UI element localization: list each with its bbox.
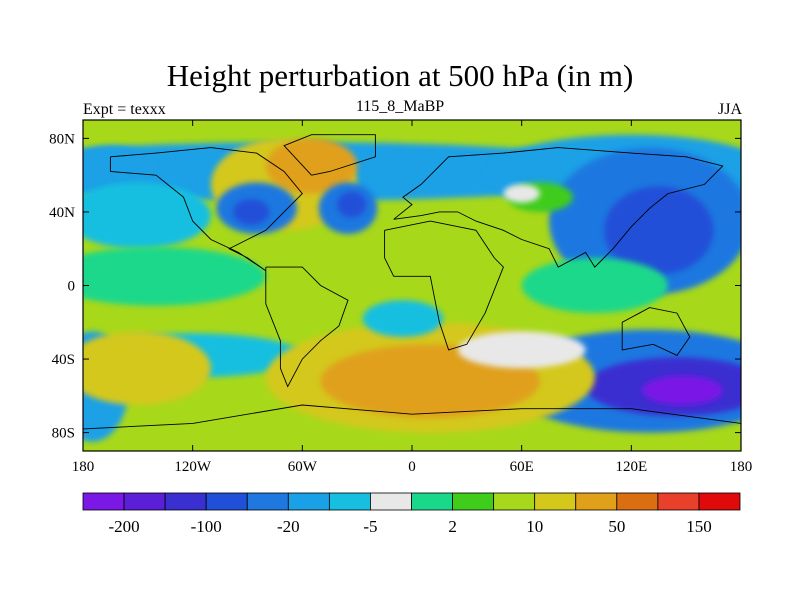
y-tick-label: 80N	[49, 131, 75, 147]
colorbar-label: -200	[108, 517, 139, 536]
colorbar-label: -100	[191, 517, 222, 536]
north-america-high-core	[265, 138, 358, 194]
y-tick-label: 40S	[52, 352, 75, 368]
equatorial-atlantic-low	[362, 300, 444, 337]
coast-australia	[621, 307, 691, 356]
colorbar-label: -20	[277, 517, 300, 536]
colorbar-swatch	[657, 492, 700, 511]
x-axis: 180 120W 60W 0 60E 120E 180	[72, 120, 753, 475]
chart-title: Height perturbation at 500 hPa (in m)	[166, 58, 634, 93]
season-label: JJA	[717, 101, 742, 118]
atlantic-low-north-core	[337, 191, 367, 218]
x-tick-label: 0	[408, 459, 416, 475]
colorbar-label: -5	[363, 517, 377, 536]
colorbar-swatch	[328, 492, 371, 511]
run-label: 115_8_MaBP	[355, 98, 445, 115]
colorbar-swatch	[370, 492, 412, 511]
colorbar-swatch	[205, 492, 248, 511]
coast-eurasia	[393, 147, 724, 268]
equatorial-pacific	[83, 246, 266, 306]
height-perturbation-field	[83, 120, 741, 451]
colorbar-swatch	[164, 492, 207, 511]
colorbar-swatch	[493, 492, 536, 511]
colorbar-swatch	[575, 492, 618, 511]
x-tick-label: 180	[730, 459, 753, 475]
colorbar-label: 10	[526, 517, 543, 536]
pacific-low-north-core	[232, 199, 270, 225]
south-ocean-low-deep	[642, 375, 723, 406]
coast-south-america	[265, 266, 349, 388]
nw-pacific-band	[83, 182, 211, 249]
x-tick-label: 180	[72, 459, 95, 475]
coast-greenland	[283, 134, 376, 176]
indian-ocean-band	[521, 257, 668, 314]
colorbar-swatch	[123, 492, 166, 511]
coastlines	[83, 134, 741, 430]
colorbar-label: 50	[608, 517, 625, 536]
coast-africa	[384, 220, 504, 351]
east-asia-low-core	[603, 186, 714, 275]
eurasia-low-core	[503, 184, 540, 203]
colorbar-swatch	[616, 492, 659, 511]
x-tick-label: 120W	[174, 459, 212, 475]
x-tick-label: 60E	[510, 459, 534, 475]
x-tick-label: 60W	[288, 459, 318, 475]
colorbar-swatch	[82, 492, 125, 511]
y-tick-label: 80S	[52, 426, 75, 442]
coast-north-america	[109, 147, 303, 272]
y-tick-label: 40N	[49, 205, 75, 221]
coast-antarctica	[83, 404, 741, 430]
colorbar-swatch	[246, 492, 289, 511]
x-tick-label: 120E	[615, 459, 647, 475]
experiment-label: Expt = texxx	[83, 101, 166, 118]
colorbar-label: 2	[448, 517, 457, 536]
colorbar-swatch	[411, 492, 453, 511]
y-tick-label: 0	[68, 279, 76, 295]
colorbar-swatch	[452, 492, 495, 511]
colorbar-swatch	[534, 492, 577, 511]
colorbar-label: 150	[686, 517, 712, 536]
colorbar-swatch	[287, 492, 330, 511]
colorbar-swatch	[698, 492, 741, 511]
colorbar: -200 -100 -20 -5 2 10 50 150	[82, 492, 741, 536]
y-axis: 80N 40N 0 40S 80S	[49, 131, 741, 442]
south-pacific-high	[83, 331, 211, 406]
south-indian-band	[457, 331, 586, 369]
